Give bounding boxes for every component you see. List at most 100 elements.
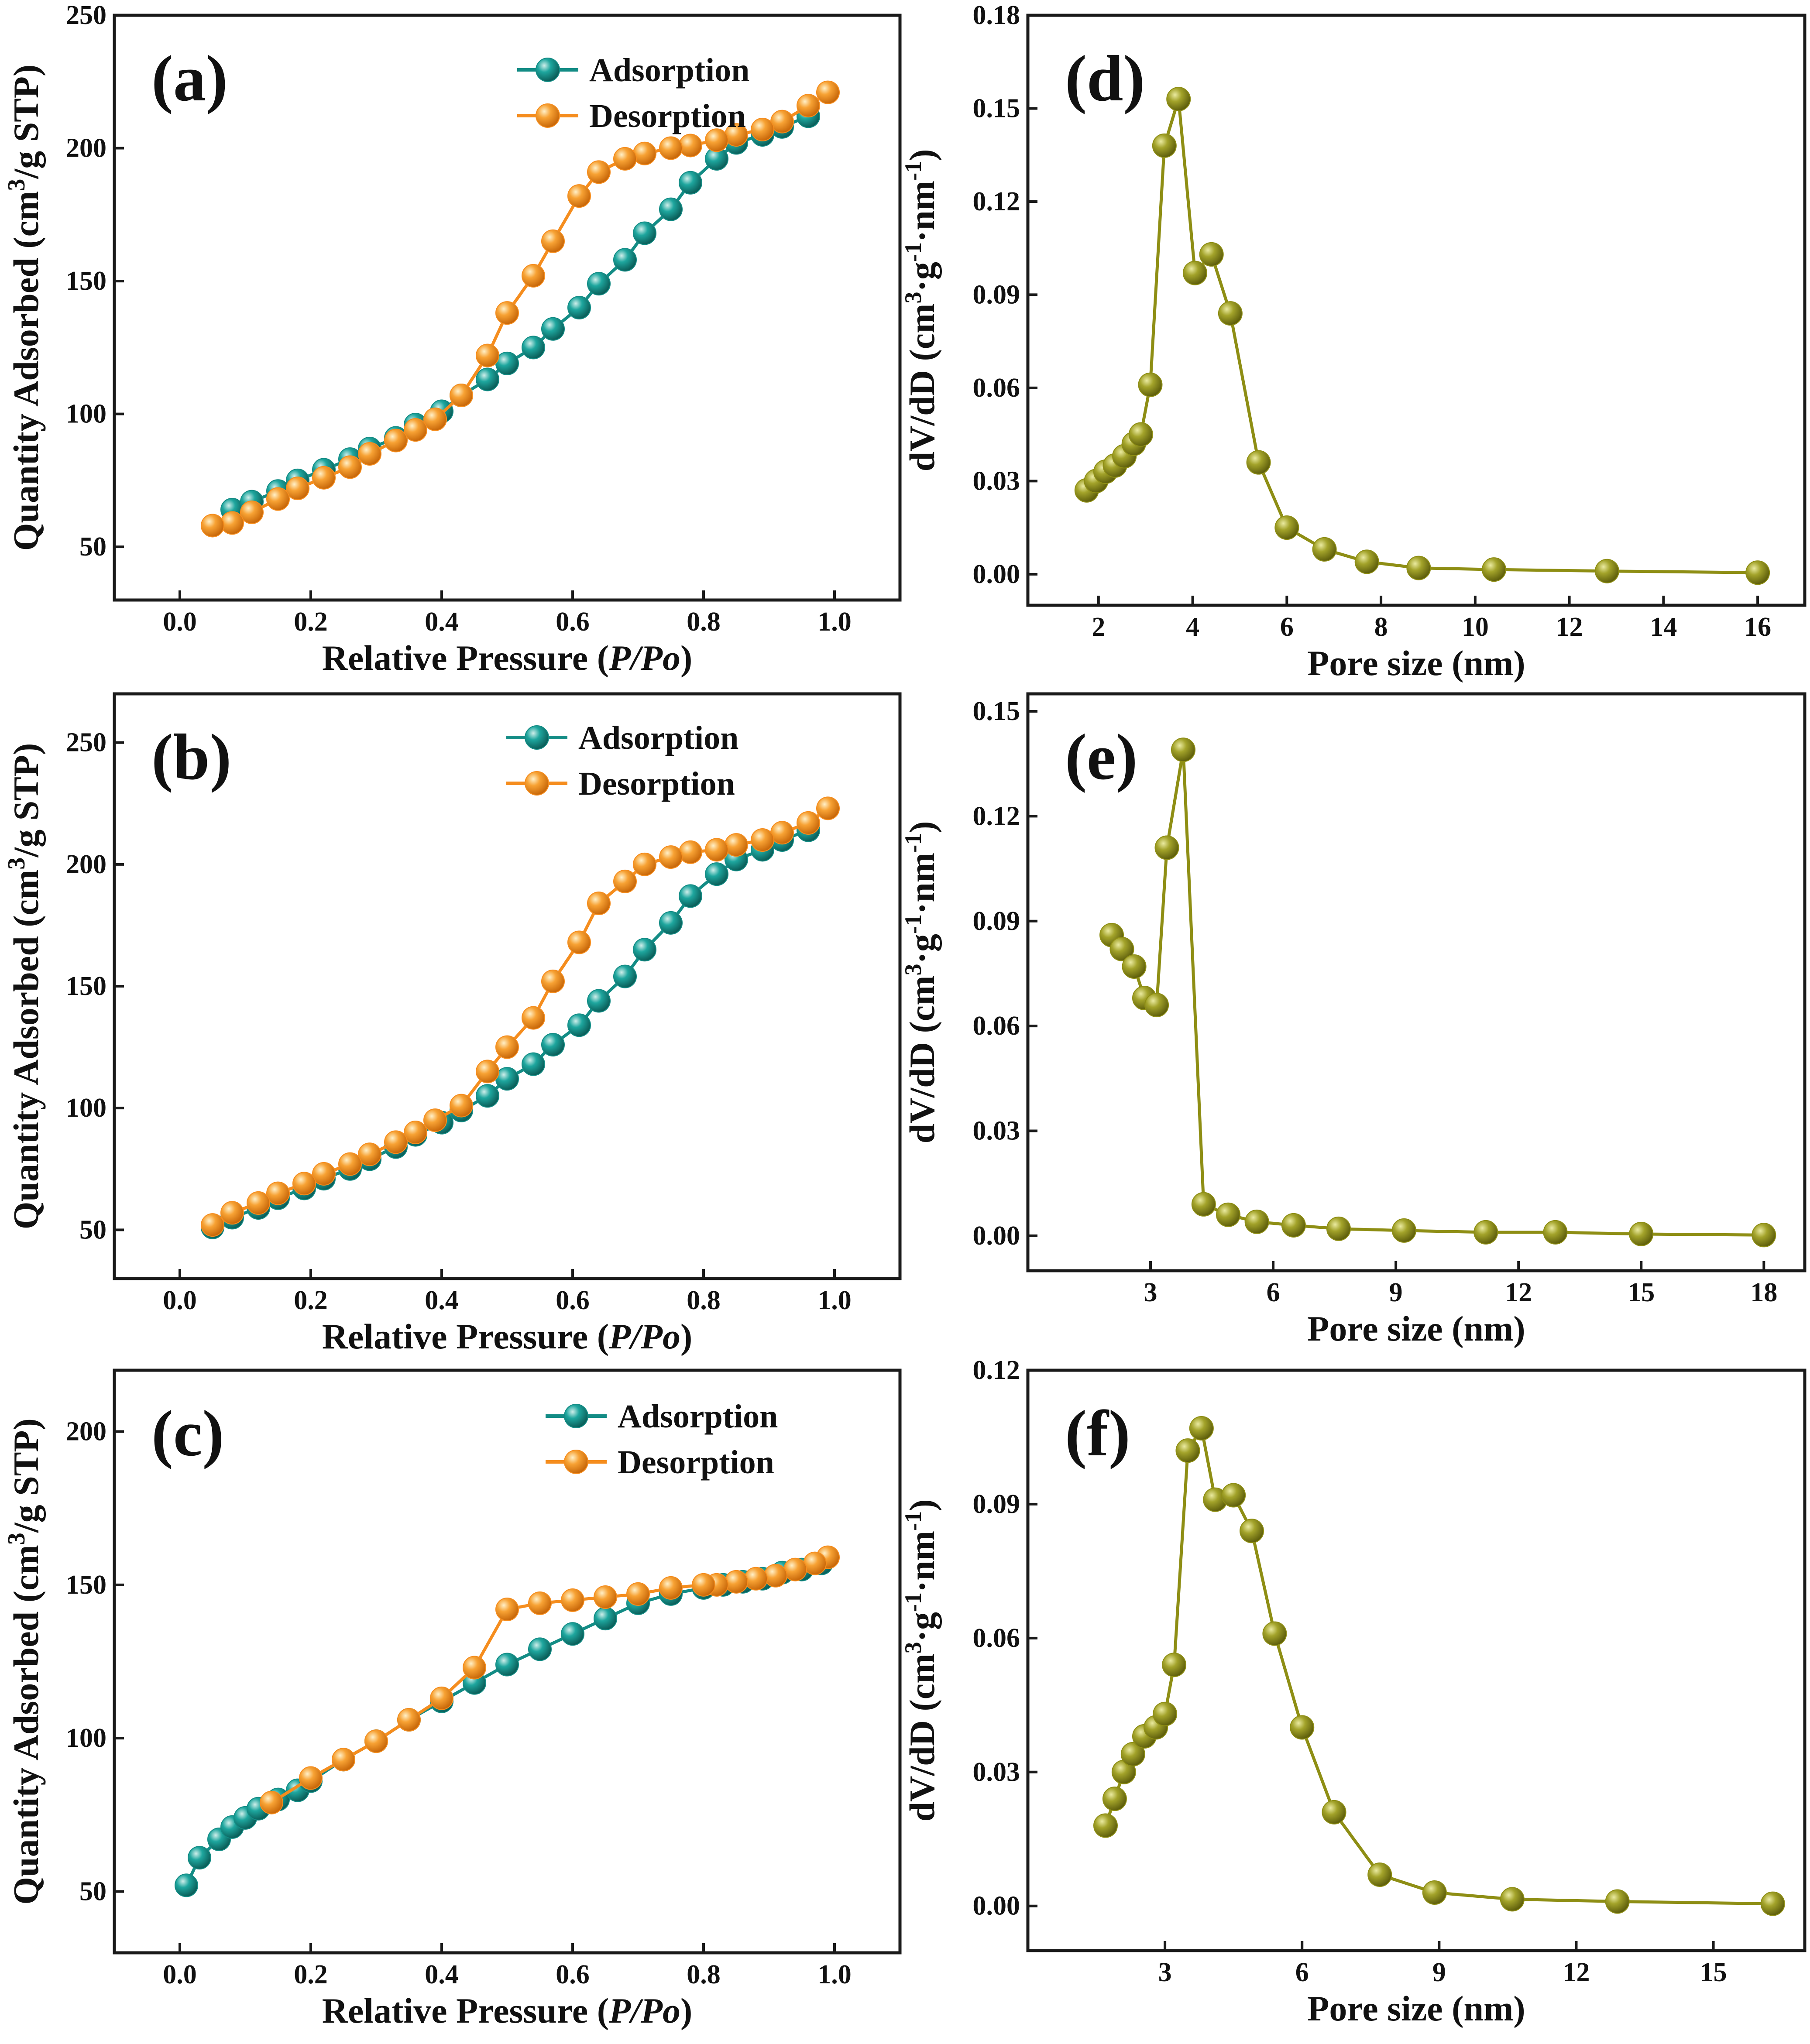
y-tick-label: 0.06 bbox=[973, 1623, 1020, 1653]
data-point-psd bbox=[1752, 1223, 1776, 1248]
legend-label-adsorption: Adsorption bbox=[578, 720, 738, 756]
y-tick-label: 0.03 bbox=[973, 466, 1020, 496]
legend-marker-adsorption bbox=[525, 725, 549, 750]
x-tick-label: 0.2 bbox=[294, 1960, 328, 1989]
x-tick-label: 0.0 bbox=[163, 607, 197, 637]
data-point-psd bbox=[1138, 372, 1163, 397]
data-point-desorption bbox=[286, 477, 309, 501]
y-tick-label: 0.15 bbox=[973, 696, 1020, 726]
data-point-psd bbox=[1171, 737, 1195, 762]
y-tick-label: 0.15 bbox=[973, 93, 1020, 123]
data-point-adsorption bbox=[613, 248, 637, 272]
data-point-desorption bbox=[338, 1152, 362, 1176]
data-point-psd bbox=[1221, 1483, 1246, 1508]
data-point-psd bbox=[1262, 1621, 1287, 1646]
data-point-desorption bbox=[423, 407, 447, 431]
data-point-desorption bbox=[587, 892, 611, 916]
data-point-desorption bbox=[633, 141, 656, 165]
data-point-adsorption bbox=[522, 1052, 545, 1076]
data-point-desorption bbox=[450, 384, 473, 407]
data-point-psd bbox=[1367, 1862, 1392, 1887]
x-tick-label: 8 bbox=[1374, 612, 1388, 642]
panel-c: 0.0 0.2 0.4 0.6 0.8 1.0 50 100 150 200 Relative Pr… bbox=[3, 1368, 902, 2030]
y-tick-label: 0.06 bbox=[973, 1011, 1020, 1041]
data-point-desorption bbox=[312, 1162, 336, 1186]
data-point-desorption bbox=[803, 1551, 827, 1575]
data-point-desorption bbox=[384, 429, 408, 453]
data-point-psd bbox=[1102, 1787, 1127, 1811]
y-tick-label: 200 bbox=[66, 134, 106, 163]
data-point-desorption bbox=[495, 301, 519, 325]
data-point-desorption bbox=[725, 833, 748, 857]
panel-label-b: (b) bbox=[151, 721, 231, 793]
data-point-psd bbox=[1391, 1218, 1416, 1243]
y-axis-label: Quantity Adsorbed (cm3/g STP) bbox=[3, 65, 46, 551]
x-tick-label: 0.8 bbox=[687, 1960, 721, 1989]
data-point-desorption bbox=[541, 229, 565, 253]
legend-marker-desorption bbox=[564, 1450, 588, 1474]
data-point-psd bbox=[1290, 1715, 1315, 1740]
y-tick-label: 50 bbox=[79, 532, 106, 562]
data-point-adsorption bbox=[659, 911, 683, 935]
data-point-psd bbox=[1594, 559, 1619, 583]
x-axis-label: Pore size (nm) bbox=[1307, 1989, 1525, 2028]
panel-label-f: (f) bbox=[1065, 1397, 1130, 1470]
data-point-psd bbox=[1406, 556, 1431, 580]
y-tick-label: 0.03 bbox=[973, 1116, 1020, 1146]
data-point-psd bbox=[1120, 1742, 1145, 1766]
x-tick-label: 3 bbox=[1158, 1958, 1172, 1987]
data-point-desorption bbox=[430, 1686, 453, 1710]
data-point-psd bbox=[1246, 450, 1271, 475]
data-point-desorption bbox=[450, 1094, 473, 1118]
data-point-desorption bbox=[744, 1567, 768, 1591]
series-line-adsorption bbox=[231, 115, 809, 511]
x-axis-label: Pore size (nm) bbox=[1307, 1309, 1525, 1348]
y-tick-label: 100 bbox=[66, 399, 106, 429]
data-point-desorption bbox=[816, 796, 840, 820]
data-point-psd bbox=[1199, 242, 1224, 267]
y-tick-label: 0.09 bbox=[973, 280, 1020, 309]
data-point-desorption bbox=[495, 1035, 519, 1059]
data-point-desorption bbox=[659, 1576, 683, 1600]
data-point-adsorption bbox=[522, 336, 545, 360]
data-point-psd bbox=[1322, 1800, 1346, 1825]
x-axis-label: Pore size (nm) bbox=[1307, 643, 1525, 683]
data-point-psd bbox=[1144, 993, 1169, 1018]
data-point-adsorption bbox=[633, 938, 656, 962]
data-point-desorption bbox=[613, 869, 637, 893]
data-point-psd bbox=[1154, 835, 1179, 860]
y-tick-label: 200 bbox=[66, 1417, 106, 1447]
series-line-psd bbox=[1110, 748, 1764, 1237]
data-point-desorption bbox=[364, 1729, 388, 1753]
data-point-desorption bbox=[404, 418, 427, 442]
data-point-desorption bbox=[201, 514, 224, 538]
x-tick-label: 6 bbox=[1295, 1958, 1309, 1987]
data-point-adsorption bbox=[587, 272, 611, 296]
data-point-psd bbox=[1312, 537, 1337, 562]
data-point-psd bbox=[1128, 422, 1153, 447]
data-point-psd bbox=[1175, 1438, 1200, 1463]
data-point-adsorption bbox=[633, 221, 656, 245]
x-tick-label: 16 bbox=[1744, 612, 1771, 642]
panel-a: 0.0 0.2 0.4 0.6 0.8 1.0 50 100 150 200 250 Relative… bbox=[3, 0, 902, 678]
y-tick-label: 200 bbox=[66, 850, 106, 879]
data-point-desorption bbox=[797, 811, 820, 835]
legend-marker-desorption bbox=[536, 103, 560, 128]
y-tick-label: 0.12 bbox=[973, 187, 1020, 216]
panel-f: 3 6 9 12 15 0.00 0.03 0.06 0.09 0.12 Pore size (nm… bbox=[900, 1355, 1807, 2028]
legend-marker-desorption bbox=[525, 771, 549, 796]
data-point-desorption bbox=[692, 1573, 715, 1597]
data-point-adsorption bbox=[679, 171, 702, 195]
data-point-desorption bbox=[659, 136, 683, 160]
data-point-desorption bbox=[816, 80, 840, 104]
y-tick-label: 0.12 bbox=[973, 801, 1020, 831]
x-tick-label: 0.2 bbox=[294, 1286, 328, 1315]
data-point-adsorption bbox=[495, 1653, 519, 1677]
data-point-psd bbox=[1473, 1220, 1498, 1245]
x-tick-label: 0.4 bbox=[425, 607, 459, 637]
data-point-psd bbox=[1605, 1889, 1630, 1914]
data-point-desorption bbox=[397, 1708, 421, 1732]
data-point-desorption bbox=[626, 1582, 650, 1606]
data-point-desorption bbox=[679, 840, 702, 864]
data-point-desorption bbox=[463, 1656, 486, 1680]
